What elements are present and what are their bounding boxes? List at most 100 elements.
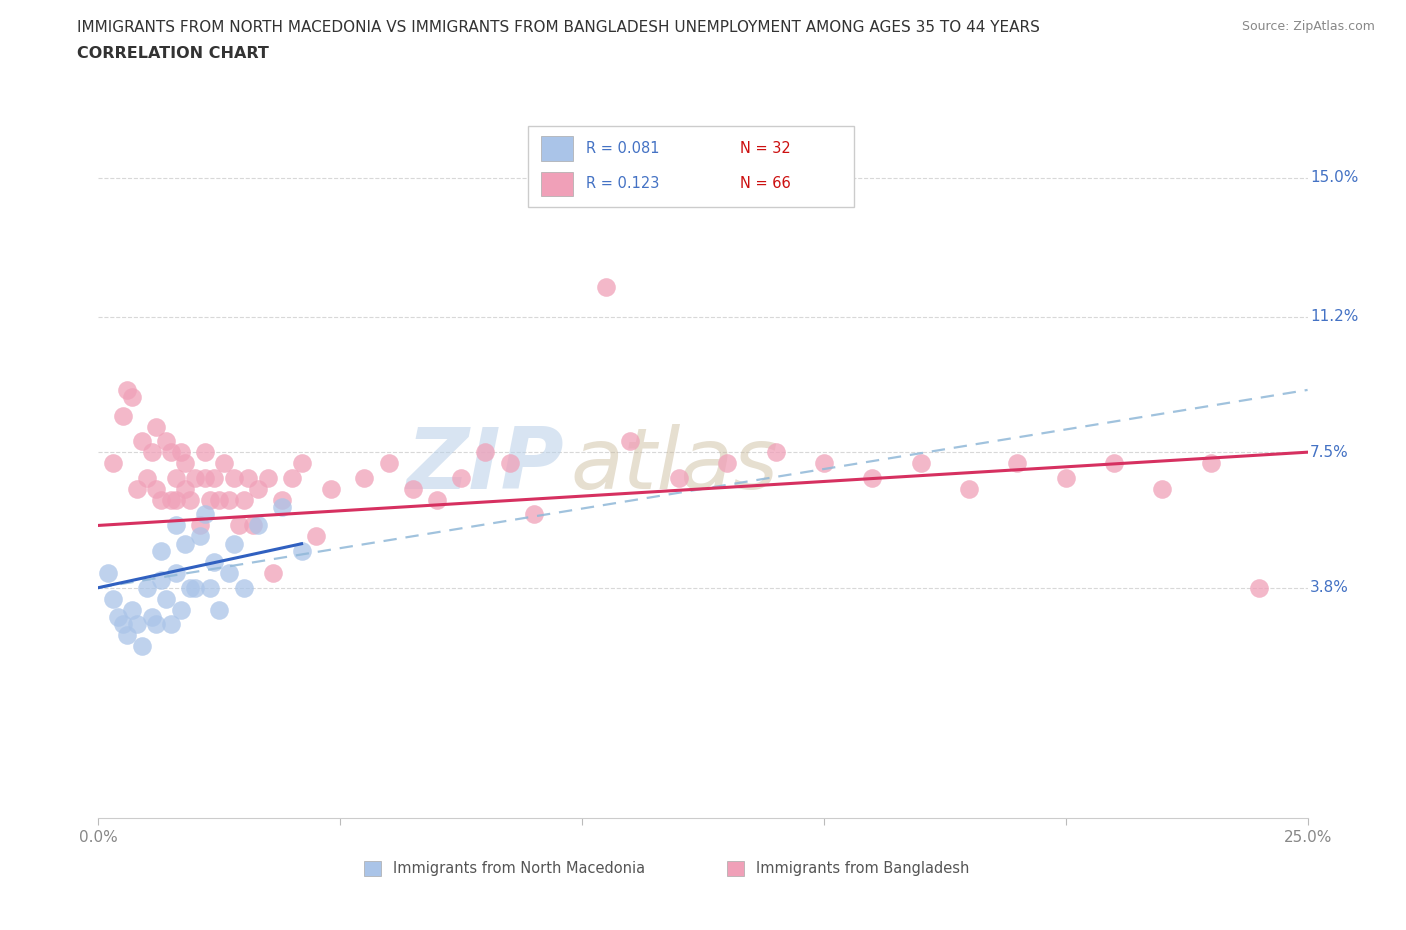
Point xyxy=(174,456,197,471)
Text: IMMIGRANTS FROM NORTH MACEDONIA VS IMMIGRANTS FROM BANGLADESH UNEMPLOYMENT AMONG: IMMIGRANTS FROM NORTH MACEDONIA VS IMMIG… xyxy=(77,20,1040,35)
Point xyxy=(571,178,593,193)
Point xyxy=(208,492,231,507)
Point xyxy=(145,617,167,631)
Point xyxy=(97,565,120,580)
Point xyxy=(204,471,226,485)
Point xyxy=(228,518,250,533)
Point xyxy=(813,456,835,471)
Point xyxy=(271,499,294,514)
Point xyxy=(117,628,139,643)
Text: atlas: atlas xyxy=(569,423,778,507)
Point xyxy=(247,482,270,497)
Point xyxy=(169,603,191,618)
Point xyxy=(290,544,312,559)
Point xyxy=(165,492,187,507)
Point xyxy=(117,382,139,397)
Point xyxy=(319,482,342,497)
Point xyxy=(160,445,183,459)
Bar xyxy=(364,861,381,876)
Text: 7.5%: 7.5% xyxy=(1310,445,1348,459)
Point xyxy=(165,518,187,533)
Point xyxy=(222,471,245,485)
Point xyxy=(194,471,217,485)
Point xyxy=(232,492,254,507)
Point xyxy=(290,456,312,471)
Point xyxy=(150,544,173,559)
Point xyxy=(174,482,197,497)
Point xyxy=(111,408,134,423)
Point xyxy=(179,492,201,507)
Text: 15.0%: 15.0% xyxy=(1310,170,1358,185)
Point xyxy=(169,445,191,459)
Point xyxy=(150,573,173,588)
Point xyxy=(668,471,690,485)
Point xyxy=(101,456,124,471)
Point xyxy=(155,591,177,606)
Point xyxy=(305,529,328,544)
Text: Source: ZipAtlas.com: Source: ZipAtlas.com xyxy=(1241,20,1375,33)
Point xyxy=(198,492,221,507)
Point xyxy=(256,471,278,485)
Point xyxy=(101,591,124,606)
Point xyxy=(232,580,254,595)
Point xyxy=(194,445,217,459)
Point xyxy=(1152,482,1174,497)
Point xyxy=(212,456,235,471)
Point xyxy=(155,433,177,448)
Point xyxy=(353,471,375,485)
Point xyxy=(188,518,211,533)
Point xyxy=(160,617,183,631)
Point xyxy=(208,603,231,618)
Point xyxy=(165,471,187,485)
Point xyxy=(121,603,143,618)
Point xyxy=(595,280,617,295)
Point xyxy=(174,537,197,551)
Text: 11.2%: 11.2% xyxy=(1310,309,1358,325)
Point xyxy=(121,390,143,405)
Text: Immigrants from North Macedonia: Immigrants from North Macedonia xyxy=(394,861,645,876)
Point xyxy=(1199,456,1222,471)
Point xyxy=(194,507,217,522)
Point xyxy=(135,580,157,595)
Point xyxy=(860,471,883,485)
Point xyxy=(218,492,240,507)
Point xyxy=(127,482,149,497)
Point xyxy=(204,554,226,569)
Point xyxy=(523,507,546,522)
Point xyxy=(131,433,153,448)
Point xyxy=(111,617,134,631)
Point xyxy=(145,482,167,497)
Point xyxy=(619,433,641,448)
Point xyxy=(131,639,153,654)
Bar xyxy=(727,861,744,876)
Point xyxy=(765,445,787,459)
Point xyxy=(247,518,270,533)
Point xyxy=(179,580,201,595)
Point xyxy=(150,492,173,507)
Point xyxy=(184,471,207,485)
Point xyxy=(145,419,167,434)
Text: Immigrants from Bangladesh: Immigrants from Bangladesh xyxy=(756,861,970,876)
Point xyxy=(474,445,496,459)
Point xyxy=(135,471,157,485)
Point xyxy=(218,565,240,580)
Point xyxy=(222,537,245,551)
Point xyxy=(184,580,207,595)
Point xyxy=(1054,471,1077,485)
Point xyxy=(271,492,294,507)
Text: ZIP: ZIP xyxy=(406,423,564,507)
Point xyxy=(426,492,449,507)
Point xyxy=(281,471,304,485)
Point xyxy=(141,609,163,624)
Point xyxy=(242,518,264,533)
Point xyxy=(910,456,932,471)
Point xyxy=(141,445,163,459)
Point xyxy=(716,456,738,471)
Point xyxy=(198,580,221,595)
Point xyxy=(1007,456,1029,471)
Point xyxy=(160,492,183,507)
Point xyxy=(262,565,284,580)
Point xyxy=(402,482,425,497)
Text: CORRELATION CHART: CORRELATION CHART xyxy=(77,46,269,61)
Point xyxy=(1102,456,1125,471)
